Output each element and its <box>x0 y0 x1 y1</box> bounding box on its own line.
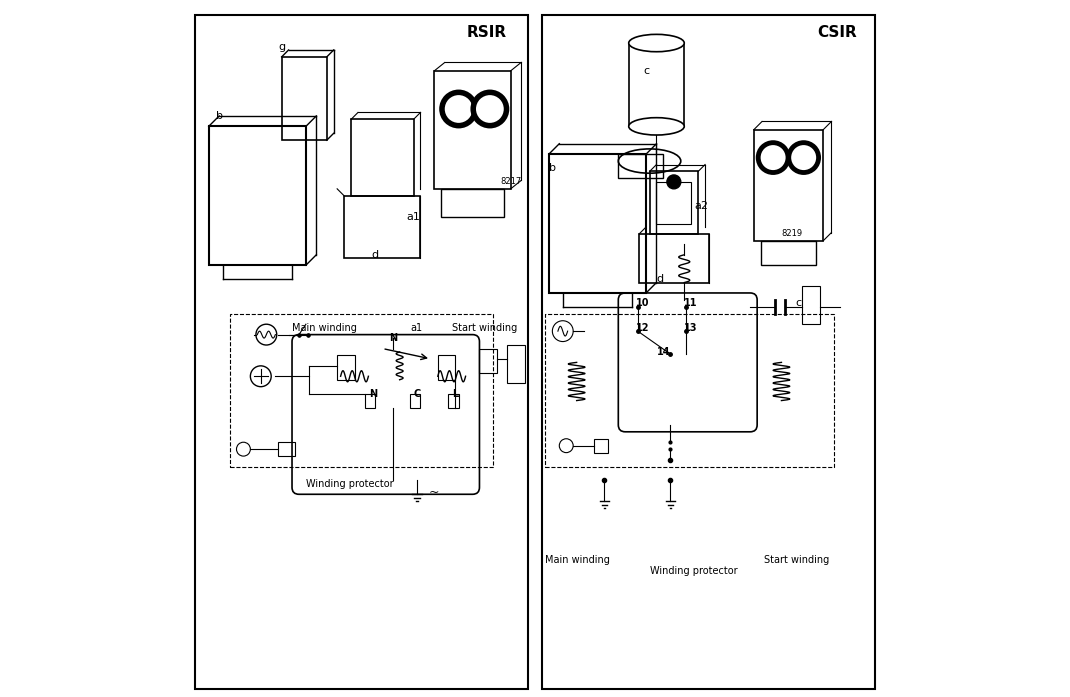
Bar <box>281 57 326 140</box>
Bar <box>195 15 529 689</box>
Text: N: N <box>389 333 397 343</box>
Text: 14: 14 <box>657 347 670 357</box>
Bar <box>448 394 459 408</box>
Text: N: N <box>369 389 378 399</box>
Text: 8219: 8219 <box>781 229 802 238</box>
Bar <box>761 241 816 265</box>
Bar <box>657 182 691 224</box>
Text: 8217: 8217 <box>501 178 521 186</box>
Text: Winding protector: Winding protector <box>649 566 737 576</box>
Bar <box>410 394 421 408</box>
Text: d: d <box>657 274 663 284</box>
Circle shape <box>667 175 681 189</box>
Bar <box>230 314 493 466</box>
Circle shape <box>791 145 816 170</box>
Bar <box>438 355 455 380</box>
Text: c: c <box>643 66 649 76</box>
Bar <box>351 119 413 196</box>
Bar <box>639 234 708 282</box>
Text: ~: ~ <box>429 486 440 499</box>
Bar <box>802 286 820 324</box>
Bar <box>365 394 376 408</box>
Bar <box>649 171 698 234</box>
Circle shape <box>755 140 791 175</box>
Text: d: d <box>372 250 379 260</box>
Circle shape <box>445 95 473 123</box>
Text: RSIR: RSIR <box>467 25 506 40</box>
Circle shape <box>471 89 509 128</box>
Text: C: C <box>413 389 421 399</box>
Bar <box>434 71 510 189</box>
Bar <box>629 43 684 126</box>
Bar <box>345 196 421 259</box>
Bar <box>337 355 354 380</box>
Text: 13: 13 <box>684 323 698 332</box>
Circle shape <box>476 95 504 123</box>
Text: Winding protector: Winding protector <box>306 479 394 489</box>
Text: Start winding: Start winding <box>764 556 829 565</box>
Bar <box>549 154 646 293</box>
Bar <box>541 15 875 689</box>
Text: Main winding: Main winding <box>546 556 610 565</box>
Text: a2: a2 <box>694 201 708 211</box>
Text: CSIR: CSIR <box>817 25 857 40</box>
Ellipse shape <box>629 34 684 52</box>
Bar <box>441 189 504 217</box>
Text: 11: 11 <box>684 298 698 308</box>
Circle shape <box>786 140 821 175</box>
Bar <box>507 345 524 383</box>
Bar <box>209 126 306 265</box>
Bar <box>753 130 823 241</box>
Text: L: L <box>452 389 458 399</box>
Bar <box>618 154 663 178</box>
Text: b: b <box>216 111 223 121</box>
Circle shape <box>439 89 478 128</box>
Text: Start winding: Start winding <box>452 323 517 332</box>
Text: b: b <box>549 163 556 173</box>
Text: 10: 10 <box>636 298 649 308</box>
Bar <box>594 438 608 452</box>
Ellipse shape <box>629 118 684 135</box>
Text: Main winding: Main winding <box>292 323 357 332</box>
Text: a1: a1 <box>410 323 423 332</box>
Text: a1: a1 <box>407 212 421 222</box>
Text: c: c <box>795 298 801 308</box>
Text: g: g <box>278 42 286 52</box>
Bar <box>546 314 834 466</box>
Circle shape <box>761 145 785 170</box>
Text: 12: 12 <box>636 323 649 332</box>
Bar <box>278 442 295 456</box>
Bar <box>479 348 496 373</box>
